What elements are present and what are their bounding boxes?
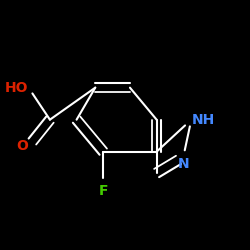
Text: HO: HO [5,81,28,95]
Text: F: F [98,184,108,198]
Text: N: N [178,157,189,171]
Text: NH: NH [191,113,214,127]
Text: O: O [17,139,28,153]
